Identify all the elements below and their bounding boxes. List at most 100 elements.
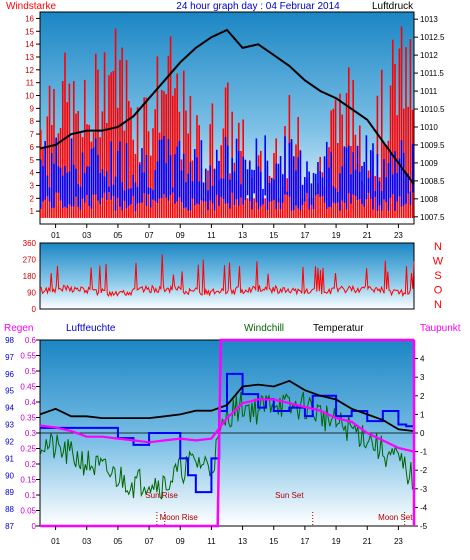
hour-tick-label: 01 [51, 231, 60, 240]
compass-letter: W [433, 256, 444, 268]
rain-tick-label: 0.15 [20, 476, 36, 485]
pressure-tick-label: 1008.5 [420, 177, 445, 186]
wind-tick-label: 4 [30, 169, 35, 178]
wind-tick-label: 14 [25, 40, 34, 49]
pressure-axis-title: Luftdruck [372, 1, 414, 12]
hour-tick-label: 07 [145, 231, 154, 240]
temperature-tick-label: 4 [420, 355, 425, 364]
hour-tick-label-bottom: 05 [113, 537, 122, 546]
chart-title: 24 hour graph day : 04 Februar 2014 [176, 1, 340, 12]
hour-tick-label-bottom: 21 [363, 537, 372, 546]
pressure-tick-label: 1010.5 [420, 105, 445, 114]
wind-axis-title: Windstarke [6, 1, 56, 12]
hour-tick-label: 13 [238, 231, 247, 240]
hour-tick-label: 05 [113, 231, 122, 240]
astro-annotation: Moon Set [378, 513, 413, 522]
humidity-tick-label: 96 [5, 370, 14, 379]
wind-tick-label: 15 [25, 27, 34, 36]
humidity-tick-label: 92 [5, 437, 14, 446]
humidity-axis-title: Luftfeuchte [66, 323, 116, 334]
temperature-tick-label: -3 [420, 485, 428, 494]
humidity-tick-label: 94 [5, 404, 14, 413]
temperature-tick-label: 2 [420, 392, 425, 401]
rain-tick-label: 0 [32, 522, 37, 531]
humidity-tick-label: 95 [5, 387, 14, 396]
humidity-tick-label: 93 [5, 421, 14, 430]
wind-tick-label: 16 [25, 14, 34, 23]
pressure-tick-label: 1008 [420, 195, 438, 204]
hour-tick-label: 23 [394, 231, 403, 240]
pressure-line [39, 28, 415, 186]
wind-tick-label: 2 [30, 194, 35, 203]
rain-tick-label: 0.2 [25, 460, 37, 469]
rain-axis-title: Regen [4, 323, 33, 334]
pressure-tick-label: 1010 [420, 123, 438, 132]
wind-tick-label: 11 [26, 79, 35, 88]
temperature-tick-label: 0 [420, 429, 425, 438]
hour-tick-label: 09 [176, 231, 185, 240]
hour-tick-label-bottom: 17 [300, 537, 309, 546]
direction-tick-label: 0 [32, 305, 37, 314]
rain-tick-label: 0.5 [25, 367, 37, 376]
compass-letter: S [434, 270, 441, 282]
temperature-axis-title: Temperatur [313, 323, 364, 334]
compass-letter: N [434, 241, 442, 253]
hour-tick-label: 03 [82, 231, 91, 240]
rain-tick-label: 0.25 [20, 445, 36, 454]
hour-tick-label: 11 [207, 231, 216, 240]
rain-tick-label: 0.3 [25, 429, 37, 438]
hour-tick-label: 17 [300, 231, 309, 240]
rain-tick-label: 0.6 [25, 336, 37, 345]
pressure-tick-label: 1013 [420, 15, 438, 24]
rain-tick-label: 0.55 [20, 352, 36, 361]
windchill-axis-title: Windchill [244, 323, 284, 334]
dewpoint-axis-title: Taupunkt [420, 323, 461, 334]
wind-tick-label: 1 [30, 207, 35, 216]
rain-tick-label: 0.4 [25, 398, 37, 407]
humidity-tick-label: 97 [5, 353, 14, 362]
hour-tick-label: 21 [363, 231, 372, 240]
pressure-tick-label: 1011 [420, 87, 438, 96]
wind-tick-label: 8 [30, 117, 35, 126]
hour-tick-label-bottom: 07 [145, 537, 154, 546]
rain-line [40, 338, 414, 528]
wind-tick-label: 13 [25, 53, 34, 62]
rain-tick-label: 0.45 [20, 383, 36, 392]
rain-tick-label: 0.05 [20, 507, 36, 516]
humidity-tick-label: 90 [5, 471, 14, 480]
rain-tick-label: 0.35 [20, 414, 36, 423]
hour-tick-label-bottom: 23 [394, 537, 403, 546]
hour-tick-label-bottom: 15 [269, 537, 278, 546]
hour-tick-label-bottom: 13 [238, 537, 247, 546]
hour-tick-label-bottom: 03 [82, 537, 91, 546]
hour-tick-label-bottom: 11 [207, 537, 216, 546]
temperature-tick-label: 1 [420, 410, 425, 419]
compass-letter: N [434, 299, 442, 311]
wind-tick-label: 7 [30, 130, 35, 139]
wind-direction-line [39, 254, 415, 298]
humidity-tick-label: 98 [5, 336, 14, 345]
wind-tick-label: 9 [30, 104, 35, 113]
astro-annotation: Moon Rise [160, 513, 199, 522]
hour-tick-label: 19 [332, 231, 341, 240]
temperature-tick-label: -2 [420, 466, 428, 475]
pressure-tick-label: 1007.5 [420, 213, 445, 222]
rain-tick-label: 0.1 [25, 491, 37, 500]
direction-tick-label: 360 [23, 239, 37, 248]
direction-tick-label: 90 [27, 289, 36, 298]
temperature-tick-label: 3 [420, 373, 425, 382]
hour-tick-label-bottom: 19 [332, 537, 341, 546]
temperature-tick-label: -1 [420, 448, 428, 457]
wind-tick-label: 10 [25, 92, 34, 101]
direction-panel-background [39, 242, 415, 310]
humidity-tick-label: 88 [5, 505, 14, 514]
temperature-line [39, 379, 415, 432]
pressure-tick-label: 1012.5 [420, 33, 445, 42]
direction-tick-label: 270 [23, 256, 37, 265]
temperature-tick-label: -5 [420, 522, 428, 531]
pressure-tick-label: 1009.5 [420, 141, 445, 150]
pressure-tick-label: 1012 [420, 51, 438, 60]
astro-annotation: Sun Rise [145, 491, 178, 500]
